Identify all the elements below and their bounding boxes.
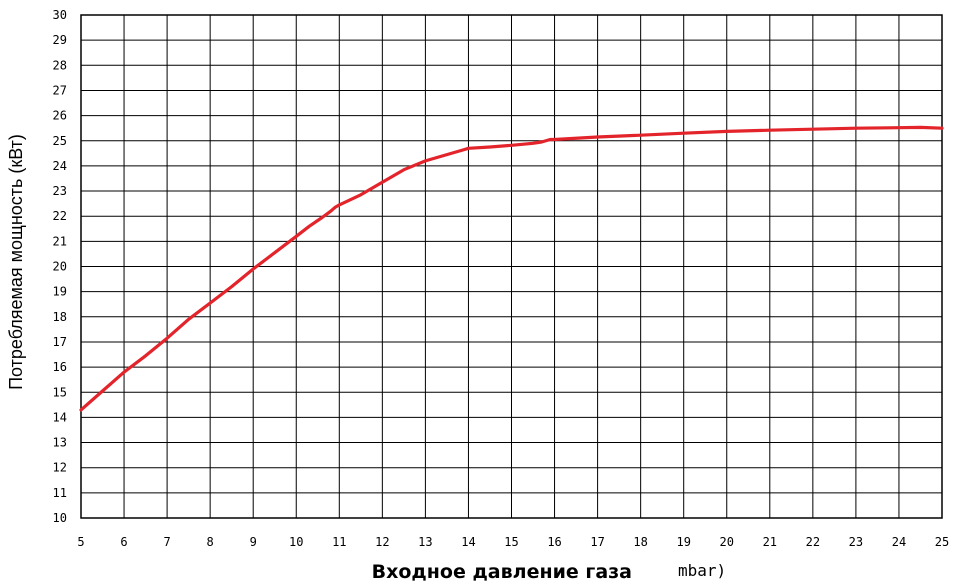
plot-frame <box>80 14 943 519</box>
y-tick-label: 22 <box>53 209 67 223</box>
x-tick-label: 14 <box>461 535 475 549</box>
y-tick-label: 11 <box>53 486 67 500</box>
x-tick-label: 13 <box>418 535 432 549</box>
y-tick-label: 25 <box>53 134 67 148</box>
y-tick-label: 24 <box>53 159 67 173</box>
y-tick-label: 15 <box>53 385 67 399</box>
x-tick-label: 25 <box>935 535 949 549</box>
x-tick-labels: 5 6 7 8 9 10 11 12 13 14 15 16 17 18 19 20 21 22 23 24 25 <box>77 535 949 549</box>
x-tick-label: 7 <box>163 535 170 549</box>
x-tick-label: 5 <box>77 535 84 549</box>
x-tick-label: 10 <box>289 535 303 549</box>
y-tick-label: 21 <box>53 234 67 248</box>
x-tick-label: 12 <box>375 535 389 549</box>
y-tick-label: 14 <box>53 410 67 424</box>
x-tick-label: 20 <box>720 535 734 549</box>
x-tick-label: 15 <box>504 535 518 549</box>
y-tick-label: 10 <box>53 511 67 525</box>
x-tick-label: 24 <box>892 535 906 549</box>
x-tick-label: 18 <box>633 535 647 549</box>
x-tick-label: 9 <box>250 535 257 549</box>
x-tick-label: 23 <box>849 535 863 549</box>
x-tick-label: 19 <box>676 535 690 549</box>
y-tick-label: 29 <box>53 33 67 47</box>
y-axis-label: Потребляемая мощность (кВт) <box>6 134 26 390</box>
y-tick-label: 13 <box>53 436 67 450</box>
y-tick-label: 16 <box>53 360 67 374</box>
y-tick-label: 30 <box>53 8 67 22</box>
x-tick-label: 6 <box>120 535 127 549</box>
y-tick-label: 23 <box>53 184 67 198</box>
grid-lines <box>80 14 943 519</box>
x-tick-label: 22 <box>806 535 820 549</box>
x-axis-label: Входное давление газа <box>372 561 632 583</box>
x-tick-label: 8 <box>207 535 214 549</box>
x-tick-label: 16 <box>547 535 561 549</box>
series-line <box>79 125 944 412</box>
y-tick-label: 12 <box>53 461 67 475</box>
x-tick-label: 17 <box>590 535 604 549</box>
x-tick-label: 11 <box>332 535 346 549</box>
y-tick-label: 28 <box>53 58 67 72</box>
y-tick-label: 17 <box>53 335 67 349</box>
y-tick-label: 20 <box>53 260 67 274</box>
y-tick-label: 26 <box>53 109 67 123</box>
y-tick-label: 18 <box>53 310 67 324</box>
y-tick-label: 27 <box>53 83 67 97</box>
y-tick-labels: 10 11 12 13 14 15 16 17 18 19 20 21 22 23 24 25 26 27 28 29… <box>53 8 67 525</box>
y-tick-label: 19 <box>53 285 67 299</box>
x-axis-unit: mbar) <box>678 561 726 580</box>
x-tick-label: 21 <box>763 535 777 549</box>
